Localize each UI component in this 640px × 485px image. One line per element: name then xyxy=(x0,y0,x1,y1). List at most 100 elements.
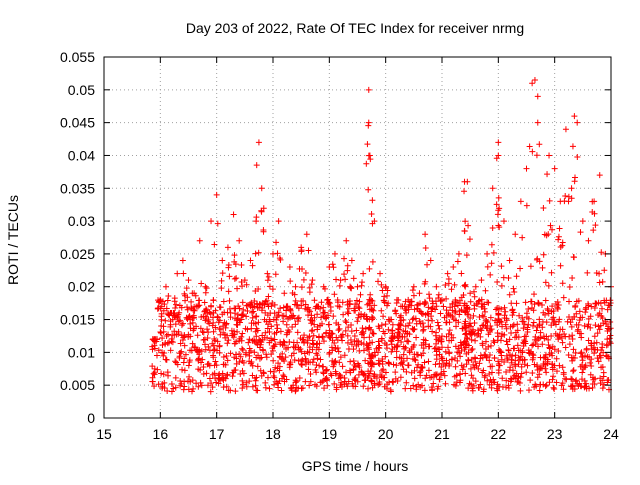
data-point xyxy=(181,342,188,349)
y-tick-label: 0.005 xyxy=(60,377,95,393)
data-point xyxy=(413,334,420,341)
data-point xyxy=(151,371,158,378)
data-point xyxy=(202,341,209,348)
data-point xyxy=(452,363,459,370)
data-point xyxy=(331,291,338,298)
data-point xyxy=(562,375,569,382)
data-point xyxy=(329,330,336,337)
data-point xyxy=(376,380,383,387)
data-point xyxy=(233,275,240,282)
data-point xyxy=(568,375,575,382)
data-point xyxy=(405,362,412,369)
data-point xyxy=(503,317,510,324)
data-point xyxy=(402,385,409,392)
data-point xyxy=(445,280,452,287)
data-point xyxy=(559,339,566,346)
data-point xyxy=(520,325,527,332)
data-point xyxy=(591,333,598,340)
data-point xyxy=(529,148,536,155)
data-point xyxy=(189,340,196,347)
data-point xyxy=(462,309,469,316)
data-point xyxy=(462,370,469,377)
data-point xyxy=(510,321,517,328)
data-point xyxy=(542,365,549,372)
data-point xyxy=(531,76,538,83)
data-point xyxy=(321,385,328,392)
data-point xyxy=(180,320,187,327)
data-point xyxy=(352,363,359,370)
data-point xyxy=(589,380,596,387)
data-point xyxy=(317,356,324,363)
data-point xyxy=(207,310,214,317)
data-point xyxy=(435,295,442,302)
data-point xyxy=(596,172,603,179)
data-point xyxy=(513,273,520,280)
data-point xyxy=(369,330,376,337)
data-point xyxy=(340,311,347,318)
data-point xyxy=(311,314,318,321)
data-point xyxy=(551,386,558,393)
data-point xyxy=(420,345,427,352)
data-point xyxy=(258,185,265,192)
data-point xyxy=(203,370,210,377)
data-point xyxy=(244,326,251,333)
data-point xyxy=(243,302,250,309)
data-point xyxy=(368,377,375,384)
data-point xyxy=(239,312,246,319)
data-point xyxy=(495,152,502,159)
data-point xyxy=(320,338,327,345)
data-point xyxy=(487,322,494,329)
data-point xyxy=(206,320,213,327)
data-point xyxy=(599,385,606,392)
data-point xyxy=(276,367,283,374)
data-point xyxy=(465,385,472,392)
data-point xyxy=(208,380,215,387)
data-point xyxy=(255,249,262,256)
data-point xyxy=(495,383,502,390)
data-point xyxy=(438,344,445,351)
data-point xyxy=(198,348,205,355)
data-point xyxy=(294,339,301,346)
data-point xyxy=(463,302,470,309)
data-point xyxy=(514,342,521,349)
data-point xyxy=(435,383,442,390)
data-point xyxy=(579,218,586,225)
data-point xyxy=(265,293,272,300)
data-point xyxy=(494,304,501,311)
data-point xyxy=(593,339,600,346)
data-point xyxy=(470,312,477,319)
data-point xyxy=(200,329,207,336)
data-point xyxy=(550,373,557,380)
data-point xyxy=(344,339,351,346)
data-point xyxy=(248,325,255,332)
data-point xyxy=(319,334,326,341)
data-point xyxy=(295,357,302,364)
data-point xyxy=(175,318,182,325)
data-point xyxy=(247,301,254,308)
data-point xyxy=(494,319,500,326)
data-point xyxy=(231,275,238,282)
data-point xyxy=(476,297,483,304)
data-point xyxy=(472,283,479,290)
data-point xyxy=(546,197,553,204)
data-point xyxy=(350,275,357,282)
data-point xyxy=(205,360,212,367)
data-point xyxy=(562,344,569,351)
data-point xyxy=(505,346,512,353)
data-point xyxy=(182,351,189,358)
data-point xyxy=(357,291,364,298)
data-point xyxy=(587,324,594,331)
data-point xyxy=(422,311,429,318)
data-point xyxy=(600,373,607,380)
data-point xyxy=(339,337,346,344)
data-point xyxy=(502,308,509,315)
data-point xyxy=(588,340,595,347)
y-tick-label: 0.045 xyxy=(60,115,95,131)
data-point xyxy=(295,314,302,321)
data-point xyxy=(268,303,275,310)
data-point xyxy=(392,308,399,315)
data-point xyxy=(336,282,343,289)
data-point xyxy=(202,346,209,353)
data-point xyxy=(517,387,524,394)
data-point xyxy=(151,365,158,372)
